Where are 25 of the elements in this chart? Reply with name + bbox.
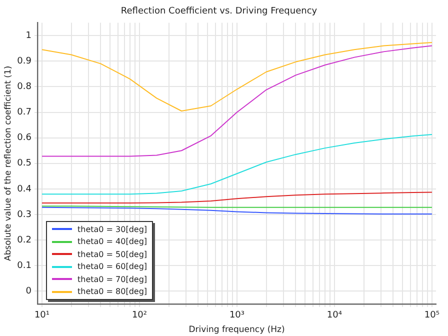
y-tick-label: 0 <box>26 286 32 297</box>
y-tick-label: 0.8 <box>17 82 32 92</box>
y-tick-label: 0.2 <box>17 235 32 246</box>
y-tick-label: 0.7 <box>17 108 32 118</box>
x-tick-label: 10¹ <box>34 310 50 321</box>
legend-label: theta0 = 30[deg] <box>78 224 148 234</box>
x-tick-label: 10³ <box>229 310 245 321</box>
y-tick-label: 0.4 <box>17 184 32 194</box>
y-tick-label: 0.1 <box>17 261 32 271</box>
y-tick-label: 1 <box>26 30 32 41</box>
y-axis-title: Absolute value of the reflection coefficient (1) <box>3 66 14 261</box>
x-axis-title: Driving frequency (Hz) <box>188 325 285 336</box>
chart-title: Reflection Coefficient vs. Driving Frequency <box>120 6 318 17</box>
legend-label: theta0 = 50[deg] <box>78 250 148 259</box>
x-tick-label: 10⁴ <box>326 310 342 321</box>
legend-label: theta0 = 40[deg] <box>78 237 148 246</box>
legend-label: theta0 = 60[deg] <box>78 262 148 272</box>
y-tick-label: 0.6 <box>17 133 32 144</box>
legend-label: theta0 = 70[deg] <box>78 274 148 284</box>
y-tick-label: 0.3 <box>17 210 32 220</box>
y-tick-label: 0.9 <box>17 56 32 66</box>
x-tick-label: 10⁵ <box>424 310 440 321</box>
x-tick-label: 10² <box>132 310 148 321</box>
legend-label: theta0 = 80[deg] <box>78 287 148 296</box>
y-tick-label: 0.5 <box>17 158 32 169</box>
